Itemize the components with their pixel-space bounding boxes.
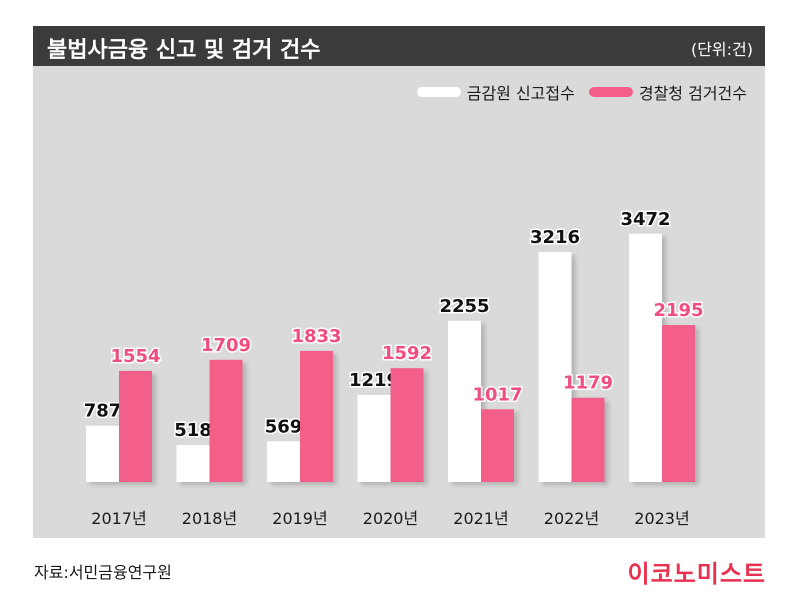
chart-title: 불법사금융 신고 및 검거 건수: [47, 38, 321, 63]
x-tick-label: 2023년: [634, 509, 689, 528]
bar-report-2022년: [538, 252, 572, 482]
bar-chart: 78715542017년51817092018년56918332019년1219…: [82, 207, 705, 528]
x-tick-label: 2018년: [182, 509, 237, 528]
bar-report-2019년: [267, 441, 300, 482]
title-bar: 불법사금융 신고 및 검거 건수 (단위:건): [33, 26, 765, 66]
data-label-report-2018년: 518: [174, 420, 212, 441]
data-label-arrest-2020년: 1592: [382, 343, 432, 364]
x-tick-label: 2021년: [453, 509, 508, 528]
data-label-arrest-2021년: 1017: [472, 384, 522, 405]
x-tick-label: 2020년: [363, 509, 418, 528]
bar-arrest-2017년: [119, 370, 152, 482]
legend-item-report: 금감원 신고접수: [416, 80, 575, 104]
bar-arrest-2021년: [481, 409, 514, 482]
source-note: 자료:서민금융연구원: [34, 563, 172, 582]
bar-arrest-2023년: [662, 325, 695, 482]
chart-panel: 787 1554 2017년 518 1709 2018년 569 1833 2019년 1219…: [33, 66, 765, 538]
unit-label: (단위:건): [690, 40, 753, 59]
bar-arrest-2019년: [300, 350, 333, 482]
data-label-arrest-2019년: 1833: [291, 326, 341, 347]
x-tick-label: 2022년: [544, 509, 599, 528]
data-label-report-2023년: 3472: [620, 209, 670, 230]
bar-report-2020년: [357, 394, 391, 482]
legend: 금감원 신고접수 경찰청 검거건수: [403, 80, 747, 104]
data-label-report-2017년: 787: [84, 401, 122, 422]
x-tick-label: 2017년: [91, 509, 146, 528]
legend-item-arrest: 경찰청 검거건수: [588, 80, 747, 104]
data-label-report-2022년: 3216: [530, 227, 580, 248]
legend-swatch-arrest: [588, 87, 633, 97]
bar-arrest-2020년: [390, 368, 424, 482]
legend-label-report: 금감원 신고접수: [466, 84, 575, 103]
data-label-report-2019년: 569: [265, 416, 303, 437]
bar-report-2021년: [448, 320, 481, 482]
bar-report-2018년: [176, 444, 210, 482]
data-label-report-2021년: 2255: [439, 296, 489, 317]
x-tick-label: 2019년: [272, 509, 327, 528]
data-label-arrest-2022년: 1179: [563, 373, 613, 394]
legend-swatch-report: [416, 87, 461, 97]
bar-report-2023년: [629, 233, 662, 482]
bar-report-2017년: [86, 425, 119, 482]
brand-logo: 이코노미스트: [627, 560, 766, 588]
bar-arrest-2022년: [571, 397, 605, 482]
bar-arrest-2018년: [209, 359, 243, 482]
data-label-arrest-2017년: 1554: [110, 346, 160, 367]
legend-label-arrest: 경찰청 검거건수: [638, 84, 747, 103]
data-label-arrest-2018년: 1709: [201, 335, 251, 356]
data-label-arrest-2023년: 2195: [653, 300, 703, 321]
